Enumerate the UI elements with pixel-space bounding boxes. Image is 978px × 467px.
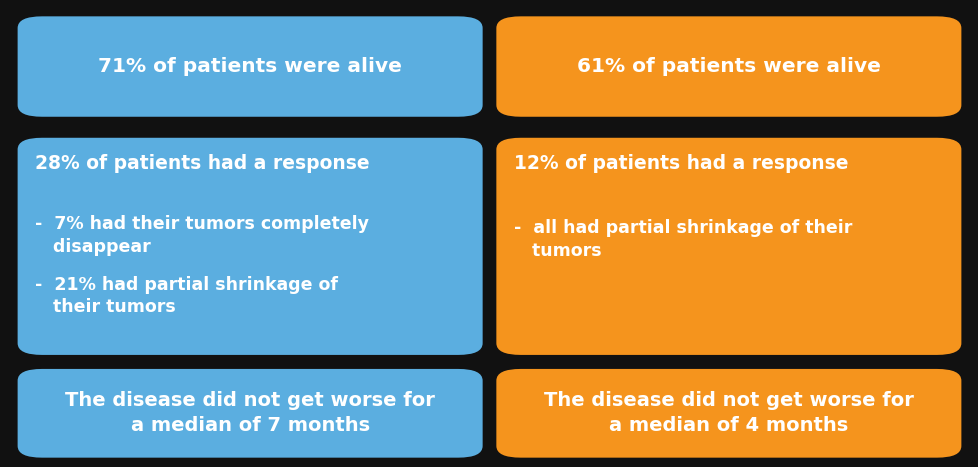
Text: 71% of patients were alive: 71% of patients were alive [98, 57, 402, 76]
Text: -  7% had their tumors completely
   disappear: - 7% had their tumors completely disappe… [35, 215, 369, 256]
Text: The disease did not get worse for
a median of 7 months: The disease did not get worse for a medi… [66, 391, 434, 435]
FancyBboxPatch shape [18, 138, 482, 355]
Text: -  all had partial shrinkage of their
   tumors: - all had partial shrinkage of their tum… [513, 219, 852, 261]
Text: -  21% had partial shrinkage of
   their tumors: - 21% had partial shrinkage of their tum… [35, 276, 337, 317]
FancyBboxPatch shape [496, 138, 960, 355]
FancyBboxPatch shape [496, 369, 960, 458]
Text: 28% of patients had a response: 28% of patients had a response [35, 154, 370, 173]
Text: 12% of patients had a response: 12% of patients had a response [513, 154, 848, 173]
FancyBboxPatch shape [18, 369, 482, 458]
Text: The disease did not get worse for
a median of 4 months: The disease did not get worse for a medi… [544, 391, 912, 435]
FancyBboxPatch shape [496, 16, 960, 117]
Text: 61% of patients were alive: 61% of patients were alive [576, 57, 880, 76]
FancyBboxPatch shape [18, 16, 482, 117]
